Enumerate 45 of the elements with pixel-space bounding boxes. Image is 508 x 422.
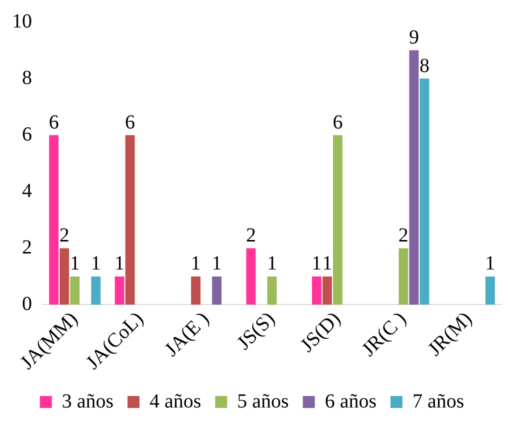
data-label: 1 (190, 252, 201, 275)
legend-label: 4 años (150, 390, 202, 412)
bar (191, 276, 201, 305)
data-label: 1 (485, 252, 496, 275)
bar (409, 50, 419, 305)
y-tick-label: 2 (22, 236, 32, 258)
bar (332, 135, 342, 305)
bar (267, 276, 277, 305)
data-label: 6 (125, 111, 136, 134)
bar (70, 276, 80, 305)
bar (91, 276, 101, 305)
bar (125, 135, 135, 305)
data-label: 2 (59, 224, 70, 246)
data-label: 6 (48, 111, 59, 134)
bar (246, 248, 256, 305)
bar (485, 276, 495, 305)
bar (312, 276, 322, 305)
data-label: 2 (246, 224, 256, 246)
bar (322, 276, 332, 305)
data-label: 6 (332, 111, 343, 134)
legend-label: 5 años (237, 390, 290, 412)
bar (60, 248, 70, 305)
y-tick-label: 0 (22, 292, 32, 315)
data-label: 2 (398, 224, 408, 246)
data-label: 1 (312, 252, 322, 275)
data-label: 1 (70, 252, 80, 275)
data-label: 9 (408, 26, 419, 49)
bar (212, 276, 222, 305)
data-label: 1 (322, 252, 332, 275)
data-label: 1 (212, 252, 222, 275)
data-label: 1 (90, 252, 101, 275)
y-tick-label: 4 (22, 180, 32, 202)
y-tick-label: 10 (12, 10, 32, 32)
legend-label: 6 años (324, 390, 377, 412)
data-label: 1 (114, 252, 125, 275)
y-tick-label: 8 (22, 66, 32, 89)
bar (114, 276, 124, 305)
bar (420, 78, 430, 305)
bar (398, 248, 408, 305)
bar (49, 135, 59, 305)
data-label: 8 (419, 54, 430, 77)
legend-label: 3 años (62, 390, 114, 412)
data-label: 1 (267, 252, 277, 275)
y-tick-label: 6 (22, 123, 32, 146)
legend-label: 7 años (412, 390, 464, 412)
